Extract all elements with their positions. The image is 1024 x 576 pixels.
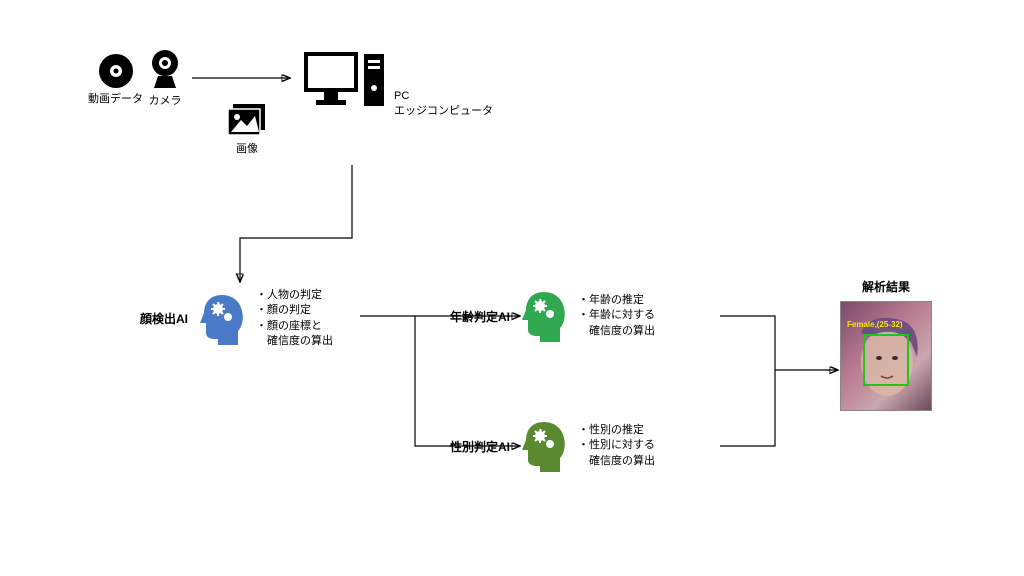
- node-gender-ai: 性別判定AI ・性別の推定 ・性別に対する 確信度の算出: [450, 418, 655, 474]
- age-ai-title: 年齢判定AI: [450, 308, 510, 325]
- node-camera: カメラ: [148, 48, 182, 108]
- edge-gender-merge: [720, 370, 775, 446]
- result-title: 解析結果: [840, 278, 932, 295]
- desktop-pc-icon: [300, 48, 390, 118]
- face-ai-bullets: ・人物の判定 ・顔の判定 ・顔の座標と 確信度の算出: [256, 288, 333, 350]
- age-ai-bullets: ・年齢の推定 ・年齢に対する 確信度の算出: [578, 293, 655, 339]
- head-gears-icon: [518, 418, 570, 474]
- result-face-box: [863, 334, 909, 386]
- video-data-label: 動画データ: [88, 90, 143, 106]
- node-face-ai: 顔検出AI ・人物の判定 ・顔の判定 ・顔の座標と 確信度の算出: [140, 288, 333, 350]
- edge-pc-face: [240, 165, 352, 282]
- pc-label-bottom: エッジコンピュータ: [394, 102, 493, 118]
- camera-label: カメラ: [149, 92, 182, 108]
- node-image: 画像: [225, 102, 269, 156]
- edge-age-merge: [720, 316, 775, 370]
- image-label: 画像: [236, 140, 258, 156]
- image-stack-icon: [225, 102, 269, 140]
- face-ai-title: 顔検出AI: [140, 310, 188, 327]
- pc-label-top: PC: [394, 90, 493, 102]
- head-gears-icon: [196, 291, 248, 347]
- gender-ai-title: 性別判定AI: [450, 438, 510, 455]
- disc-icon: [97, 52, 135, 90]
- head-gears-icon: [518, 288, 570, 344]
- node-result: 解析結果 Female,(25-32): [840, 278, 932, 411]
- node-age-ai: 年齢判定AI ・年齢の推定 ・年齢に対する 確信度の算出: [450, 288, 655, 344]
- webcam-icon: [148, 48, 182, 92]
- result-overlay-text: Female,(25-32): [847, 320, 903, 329]
- node-pc: PC エッジコンピュータ: [300, 48, 390, 118]
- node-video-data: 動画データ: [88, 52, 143, 106]
- result-image: Female,(25-32): [840, 301, 932, 411]
- gender-ai-bullets: ・性別の推定 ・性別に対する 確信度の算出: [578, 423, 655, 469]
